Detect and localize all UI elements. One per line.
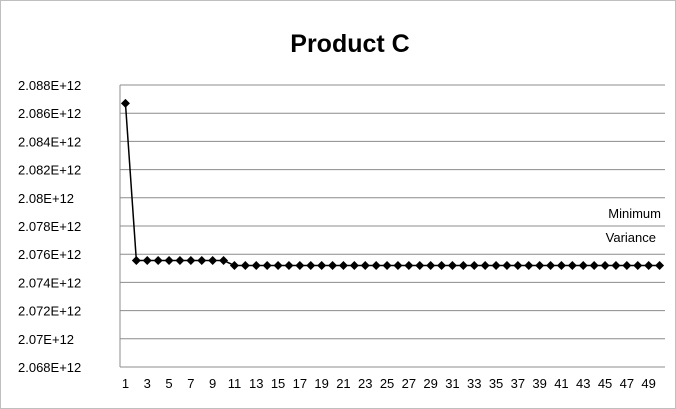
data-point	[164, 256, 174, 266]
chart-title: Product C	[290, 30, 409, 58]
y-tick-label: 2.076E+12	[18, 247, 81, 262]
data-point	[284, 260, 294, 270]
data-point	[502, 260, 512, 270]
data-point	[175, 256, 185, 266]
x-tick-label: 29	[423, 376, 437, 391]
data-point	[153, 256, 163, 266]
series-line	[124, 103, 660, 267]
x-tick-label: 27	[402, 376, 416, 391]
data-point	[295, 260, 305, 270]
x-tick-label: 37	[511, 376, 525, 391]
x-tick-label: 17	[293, 376, 307, 391]
x-tick-label: 49	[641, 376, 655, 391]
data-point	[611, 260, 621, 270]
data-point	[447, 260, 457, 270]
data-point	[622, 260, 632, 270]
data-point	[589, 260, 599, 270]
data-point	[491, 260, 501, 270]
data-point	[142, 256, 152, 266]
data-point	[371, 260, 381, 270]
data-point	[251, 260, 261, 270]
data-point	[480, 260, 490, 270]
x-tick-label: 13	[249, 376, 263, 391]
data-point	[338, 260, 348, 270]
data-point	[317, 260, 327, 270]
x-tick-label: 11	[228, 376, 242, 391]
data-point	[567, 260, 577, 270]
data-point	[208, 256, 218, 266]
data-point	[382, 260, 392, 270]
data-point	[393, 260, 403, 270]
x-tick-label: 5	[165, 376, 172, 391]
y-tick-label: 2.078E+12	[18, 219, 81, 234]
gridlines	[120, 84, 665, 340]
x-tick-label: 35	[489, 376, 503, 391]
data-point	[349, 260, 359, 270]
y-axis-tick-labels: 2.068E+12 2.07E+12 2.072E+12 2.074E+12 2.076…	[18, 78, 81, 375]
data-point	[578, 260, 588, 270]
data-point	[197, 256, 207, 266]
data-point	[262, 260, 272, 270]
data-point	[120, 98, 130, 108]
x-tick-label: 39	[532, 376, 546, 391]
x-tick-label: 33	[467, 376, 481, 391]
x-tick-label: 45	[598, 376, 612, 391]
annotation-line-1: Minimum	[608, 206, 661, 221]
y-tick-label: 2.072E+12	[18, 304, 81, 319]
x-axis-tick-labels: 1 3 5 7 9 11 13 15 17 19 21 23 25 27 29 31 33 35 37 39 41 43 4…	[122, 376, 656, 391]
annotation: Minimum Variance	[606, 206, 661, 245]
data-point	[404, 260, 414, 270]
y-tick-label: 2.07E+12	[18, 332, 74, 347]
data-point	[535, 260, 545, 270]
x-tick-label: 31	[445, 376, 459, 391]
data-point	[655, 260, 665, 270]
x-tick-label: 23	[358, 376, 372, 391]
data-point	[360, 260, 370, 270]
data-point	[415, 260, 425, 270]
axes	[119, 85, 665, 368]
y-tick-label: 2.082E+12	[18, 163, 81, 178]
data-point	[524, 260, 534, 270]
data-point	[306, 260, 316, 270]
data-point	[131, 256, 141, 266]
x-tick-label: 9	[209, 376, 216, 391]
x-tick-label: 1	[122, 376, 129, 391]
data-point	[546, 260, 556, 270]
x-tick-label: 7	[187, 376, 194, 391]
x-tick-label: 3	[144, 376, 151, 391]
data-point	[219, 256, 229, 266]
x-tick-label: 47	[620, 376, 634, 391]
data-point	[469, 260, 479, 270]
data-point	[328, 260, 338, 270]
data-point	[458, 260, 468, 270]
x-tick-label: 21	[336, 376, 350, 391]
data-point	[240, 260, 250, 270]
data-point	[633, 260, 643, 270]
y-tick-label: 2.088E+12	[18, 78, 81, 93]
x-tick-label: 41	[554, 376, 568, 391]
y-tick-label: 2.068E+12	[18, 360, 81, 375]
x-tick-label: 43	[576, 376, 590, 391]
data-series	[120, 98, 665, 270]
x-tick-label: 19	[314, 376, 328, 391]
data-point	[437, 260, 447, 270]
data-point	[273, 260, 283, 270]
y-tick-label: 2.08E+12	[18, 191, 74, 206]
y-tick-label: 2.086E+12	[18, 106, 81, 121]
y-tick-label: 2.074E+12	[18, 275, 81, 290]
data-point	[600, 260, 610, 270]
data-point	[229, 260, 239, 270]
x-tick-label: 15	[271, 376, 285, 391]
x-tick-label: 25	[380, 376, 394, 391]
data-point	[556, 260, 566, 270]
y-tick-label: 2.084E+12	[18, 134, 81, 149]
data-point	[426, 260, 436, 270]
annotation-line-2: Variance	[606, 230, 656, 245]
data-point	[186, 256, 196, 266]
data-point	[644, 260, 654, 270]
data-point	[513, 260, 523, 270]
